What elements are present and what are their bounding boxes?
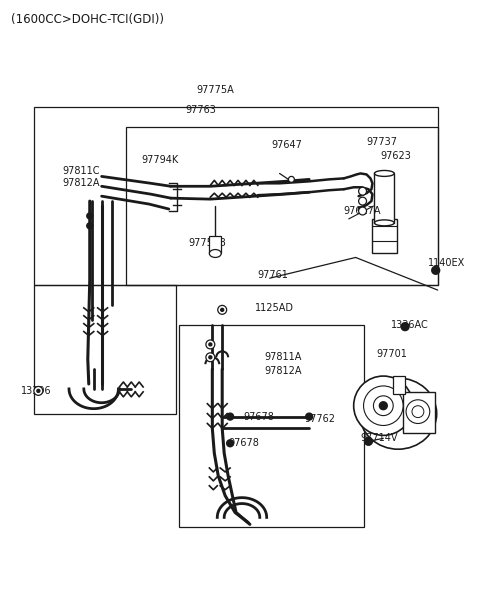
Circle shape	[288, 176, 294, 182]
Text: (1600CC>DOHC-TCI(GDI)): (1600CC>DOHC-TCI(GDI))	[11, 13, 164, 25]
Circle shape	[373, 396, 393, 416]
Circle shape	[406, 400, 430, 423]
Text: 97811A: 97811A	[264, 352, 302, 362]
Ellipse shape	[374, 220, 394, 226]
Circle shape	[87, 213, 93, 219]
Text: 97737: 97737	[367, 137, 397, 147]
Circle shape	[209, 343, 212, 346]
Circle shape	[401, 323, 409, 330]
Text: 97701: 97701	[376, 349, 407, 359]
Text: 13396: 13396	[21, 386, 51, 396]
Circle shape	[221, 308, 224, 311]
Text: 1336AC: 1336AC	[391, 320, 429, 330]
Ellipse shape	[209, 250, 221, 258]
Circle shape	[432, 266, 440, 274]
Ellipse shape	[374, 170, 394, 176]
Bar	[35, 107, 438, 285]
Circle shape	[34, 387, 43, 395]
Bar	[179, 324, 363, 527]
Circle shape	[364, 437, 372, 445]
Bar	[209, 236, 221, 253]
Bar	[403, 392, 435, 433]
Text: 97775A: 97775A	[196, 85, 234, 95]
Circle shape	[37, 390, 40, 392]
Text: 97617A: 97617A	[344, 206, 381, 216]
Text: 97647: 97647	[272, 140, 302, 150]
Bar	[372, 219, 397, 253]
Circle shape	[87, 223, 93, 229]
Text: 97761: 97761	[258, 270, 288, 280]
Text: 97714V: 97714V	[360, 433, 398, 443]
Text: 97811C: 97811C	[62, 166, 99, 176]
Circle shape	[206, 340, 215, 349]
Bar	[393, 376, 405, 394]
Bar	[126, 127, 438, 285]
Circle shape	[379, 402, 387, 410]
Circle shape	[363, 386, 403, 426]
Circle shape	[359, 197, 367, 205]
Circle shape	[359, 207, 367, 215]
Text: 97752B: 97752B	[189, 237, 227, 247]
Circle shape	[412, 406, 424, 417]
Ellipse shape	[360, 378, 437, 449]
Text: 97812A: 97812A	[264, 366, 302, 376]
Circle shape	[218, 305, 227, 314]
Circle shape	[227, 413, 234, 420]
Bar	[35, 285, 176, 414]
Circle shape	[206, 353, 215, 362]
Circle shape	[354, 376, 413, 435]
Text: 97812A: 97812A	[62, 178, 99, 188]
Circle shape	[359, 187, 367, 195]
Text: 97794K: 97794K	[141, 155, 179, 165]
Circle shape	[209, 356, 212, 359]
Text: 97763: 97763	[185, 105, 216, 115]
Circle shape	[227, 440, 234, 447]
Text: 97623: 97623	[380, 150, 411, 160]
Circle shape	[306, 413, 312, 420]
Text: 97678: 97678	[243, 411, 274, 422]
Bar	[374, 173, 394, 223]
Text: 97762: 97762	[304, 414, 335, 423]
Text: 1125AD: 1125AD	[255, 303, 294, 313]
Text: 97678: 97678	[228, 438, 259, 448]
Text: 1140EX: 1140EX	[428, 258, 465, 268]
